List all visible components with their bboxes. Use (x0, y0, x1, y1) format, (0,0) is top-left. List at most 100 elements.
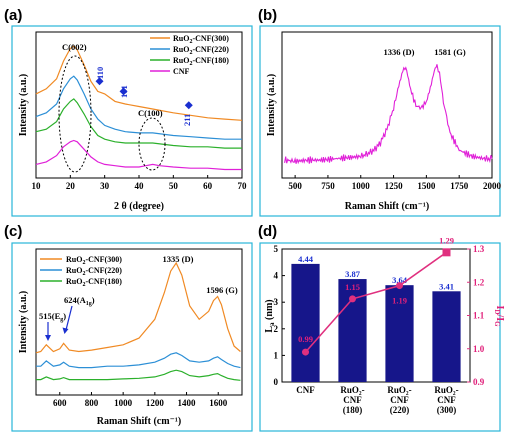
idig-line (304, 251, 447, 353)
eg-arrow (45, 322, 51, 341)
raman-cnf-x-tick-label: 1750 (450, 181, 469, 191)
eg-mode-label: 515(Eg) (39, 311, 66, 323)
xrd-x-tick-label: 50 (169, 181, 179, 191)
panel-a-letter: (a) (4, 7, 22, 24)
la-bar-value-label: 3.87 (345, 269, 361, 279)
idig-y-tick-label: 1.3 (473, 244, 485, 254)
a1g-arrow (62, 305, 73, 334)
xrd-x-tick-label: 10 (32, 181, 42, 191)
xrd-legend-label: CNF (173, 67, 190, 76)
idig-marker (396, 282, 403, 290)
idig-value-label: 1.29 (439, 235, 454, 245)
raman-composite-legend-label: RuO2-CNF(220) (66, 266, 122, 277)
raman-cnf-x-tick-label: 1000 (352, 181, 371, 191)
idig-y-tick-label: 0.9 (473, 377, 485, 387)
la-y-tick-label: 4 (274, 271, 279, 281)
la-idig-chart: 4.44 3.87 3.64 3.41 0.99 1.15 1.19 1.29 0 1 2 3 4 5… (264, 235, 505, 415)
idig-marker (349, 295, 356, 303)
raman-cnf-x-tick-label: 1250 (385, 181, 404, 191)
raman-composite-series-line-0 (35, 261, 241, 354)
raman-composite-series-line-2 (36, 369, 241, 381)
raman-cnf-series-line (284, 64, 493, 165)
a1g-mode-label: 624(A1g) (64, 295, 95, 307)
xrd-series-line-0 (35, 45, 243, 121)
raman-composite-x-tick-label: 600 (53, 398, 67, 408)
xrd-x-tick-label: 40 (135, 181, 145, 191)
raman-composite-x-tick-label: 1000 (114, 398, 133, 408)
idig-marker (302, 348, 309, 356)
idig-marker (442, 248, 451, 257)
raman-composite-x-tick-label: 800 (85, 398, 99, 408)
xrd-highlight-ellipses (58, 55, 166, 173)
xrd-x-tick-label: 20 (66, 181, 76, 191)
idig-value-label: 1.15 (345, 282, 360, 292)
xrd-series-line-1 (35, 75, 242, 140)
ruo2-101-label: 101 (119, 85, 129, 98)
idig-y-tick-label: 1.2 (473, 277, 485, 287)
la-bar (291, 263, 320, 382)
idig-y-axis-title: ID/IG (493, 305, 505, 327)
xrd-c002-label: C(002) (62, 42, 87, 52)
idig-value-label: 1.19 (392, 296, 407, 306)
la-bar-value-label: 4.44 (298, 254, 314, 264)
raman-composite-chart: 600 800 1000 1200 1400 1600 RuO2-CNF(300)RuO2… (18, 248, 243, 427)
la-y-tick-label: 1 (274, 350, 279, 360)
raman-composite-legend-label: RuO2-CNF(300) (66, 255, 122, 266)
xrd-series-line-3 (35, 139, 242, 171)
raman-composite-d-label: 1335 (D) (163, 254, 194, 264)
la-y-axis-title: La (nm) (264, 299, 276, 332)
raman-cnf-plot-frame (281, 31, 493, 179)
xrd-series-line-2 (35, 98, 242, 149)
idig-value-label: 0.99 (298, 334, 313, 344)
xrd-legend: RuO2-CNF(300)RuO2-CNF(220)RuO2-CNF(180)C… (150, 34, 229, 76)
raman-cnf-x-tick-label: 2000 (483, 181, 502, 191)
ruo2-110-label: 110 (95, 67, 105, 79)
raman-composite-series-line-1 (36, 352, 241, 369)
la-category-label: (300) (437, 405, 457, 415)
raman-composite-x-axis-title: Raman Shift (cm⁻¹) (97, 416, 181, 427)
xrd-legend-label: RuO2-CNF(300) (173, 34, 229, 45)
xrd-c100-label: C(100) (138, 108, 163, 118)
la-bar (385, 285, 414, 382)
raman-composite-legend: RuO2-CNF(300)RuO2-CNF(220)RuO2-CNF(180) (40, 255, 122, 288)
la-y-tick-label: 2 (274, 324, 279, 334)
c100-ellipse (138, 117, 166, 171)
raman-cnf-x-tick-label: 500 (288, 181, 302, 191)
xrd-y-axis-title: Intensity (a.u.) (18, 74, 29, 137)
raman-composite-x-tick-label: 1600 (209, 398, 228, 408)
xrd-x-tick-label: 30 (100, 181, 110, 191)
la-bar (432, 291, 461, 382)
raman-composite-legend-label: RuO2-CNF(180) (66, 277, 122, 288)
c002-ellipse (58, 55, 92, 173)
xrd-x-tick-label: 60 (203, 181, 213, 191)
la-y-tick-label: 0 (274, 377, 279, 387)
xrd-x-tick-label: 70 (238, 181, 248, 191)
raman-composite-g-label: 1596 (G) (206, 285, 238, 295)
raman-composite-x-tick-label: 1200 (146, 398, 165, 408)
panel-d-letter: (d) (258, 223, 277, 240)
panel-c-letter: (c) (4, 223, 22, 240)
ruo2-diamond-marker (119, 87, 128, 96)
raman-cnf-x-tick-label: 750 (321, 181, 335, 191)
la-y-tick-label: 5 (274, 244, 279, 254)
raman-g-peak-label: 1581 (G) (434, 47, 466, 57)
raman-composite-plot-frame (35, 248, 243, 396)
idig-y-tick-label: 1.0 (473, 344, 485, 354)
raman-cnf-x-tick-label: 1500 (417, 181, 436, 191)
la-category-label: CNF (437, 395, 456, 405)
la-category-label: CNF (390, 395, 409, 405)
panel-a-border (11, 25, 253, 217)
xrd-legend-label: RuO2-CNF(220) (173, 45, 229, 56)
panel-d-border (259, 242, 501, 432)
panel-c-border (11, 242, 253, 432)
la-y-tick-label: 3 (274, 297, 279, 307)
ruo2-diamond-marker (184, 101, 193, 110)
la-bar (338, 279, 367, 382)
xrd-legend-label: RuO2-CNF(180) (173, 56, 229, 67)
ruo2-211-label: 211 (182, 114, 192, 126)
raman-cnf-x-axis-title: Raman Shift (cm⁻¹) (345, 201, 429, 212)
la-bar-value-label: 3.41 (439, 281, 454, 291)
la-category-label: CNF (296, 385, 315, 395)
ruo2-diamond-marker (95, 77, 104, 86)
